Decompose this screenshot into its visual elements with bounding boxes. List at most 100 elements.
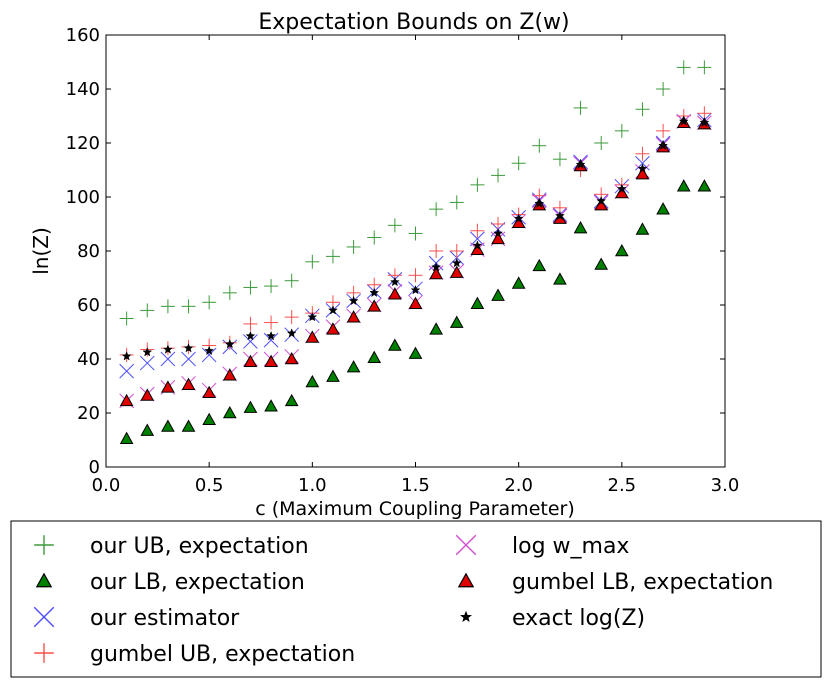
y-tick-label-8: 160 (66, 25, 100, 46)
point-s5-15 (429, 266, 443, 280)
point-s6-10 (328, 305, 338, 315)
point-s3-8 (284, 310, 299, 325)
point-s1-23 (594, 257, 609, 270)
x-tick-label-4: 2.0 (504, 475, 533, 496)
point-s0-28 (697, 60, 712, 75)
legend-item-0: our UB, expectation (34, 534, 309, 559)
point-s1-25 (635, 222, 650, 235)
point-s5-14 (408, 296, 423, 309)
legend-item-5: gumbel LB, expectation (457, 570, 773, 595)
point-s5-6 (243, 354, 258, 367)
point-s6-26 (658, 140, 669, 150)
point-s5-25 (635, 167, 650, 180)
point-s5-17 (470, 242, 485, 255)
legend-label-4: log w_max (512, 534, 629, 559)
point-s3-25 (635, 146, 650, 161)
y-tick-label-7: 140 (66, 79, 100, 100)
point-s2-7 (263, 332, 279, 348)
legend-marker-0 (34, 535, 54, 555)
point-s0-25 (635, 102, 650, 117)
point-s6-18 (493, 228, 503, 238)
point-s6-9 (307, 311, 318, 322)
point-s0-3 (181, 299, 196, 314)
y-tick-label-1: 20 (77, 403, 100, 424)
point-s5-3 (181, 377, 196, 390)
point-s1-11 (346, 360, 361, 373)
point-s1-14 (408, 346, 423, 359)
point-s1-28 (697, 179, 712, 192)
point-s5-13 (388, 287, 402, 300)
legend-marker-5 (457, 572, 475, 588)
point-s6-2 (162, 344, 173, 354)
point-s0-1 (140, 303, 155, 318)
point-s6-3 (183, 342, 194, 353)
y-tick-label-0: 0 (89, 457, 100, 478)
point-s5-24 (614, 185, 629, 199)
x-tick-label-1: 0.5 (195, 475, 224, 496)
point-s6-21 (554, 210, 565, 221)
legend-item-6: exact log(Z) (460, 606, 645, 631)
legend-marker-6 (460, 610, 472, 623)
point-s0-27 (676, 60, 691, 75)
point-s6-14 (410, 284, 421, 295)
point-s6-27 (678, 116, 689, 126)
x-tick-label-3: 1.5 (401, 475, 430, 496)
point-s0-7 (264, 279, 279, 294)
legend-item-1: our LB, expectation (35, 570, 305, 595)
point-s6-12 (369, 287, 380, 298)
point-s0-17 (470, 177, 485, 192)
series-0 (119, 60, 712, 326)
point-s0-15 (429, 202, 444, 217)
legend-label-3: gumbel UB, expectation (90, 642, 355, 667)
point-s5-18 (491, 231, 505, 245)
point-s1-13 (388, 338, 402, 351)
point-s2-2 (160, 351, 176, 367)
point-s1-27 (676, 179, 691, 192)
point-s5-0 (119, 393, 134, 407)
data-marks (119, 60, 712, 444)
legend-item-2: our estimator (33, 606, 240, 631)
legend-marker-3 (34, 643, 54, 663)
point-s6-19 (513, 213, 524, 223)
y-tick-label-2: 40 (77, 349, 100, 370)
series-6 (121, 116, 710, 361)
point-s6-0 (121, 351, 132, 361)
point-s6-17 (472, 240, 483, 250)
point-s5-5 (222, 368, 237, 381)
point-s6-25 (637, 163, 648, 173)
point-s1-18 (491, 288, 505, 301)
y-axis-label: ln(Z) (29, 227, 53, 275)
point-s0-20 (532, 138, 547, 153)
series-1 (119, 179, 712, 444)
legend: our UB, expectation our LB, expectation ou… (33, 534, 773, 667)
legend-marker-1 (35, 572, 53, 588)
series-5 (119, 115, 712, 407)
point-s0-6 (243, 280, 258, 295)
point-s1-10 (326, 369, 340, 382)
point-s0-4 (202, 295, 217, 310)
point-s3-15 (429, 244, 444, 258)
point-s5-9 (305, 330, 320, 343)
legend-label-1: our LB, expectation (90, 570, 305, 595)
point-s0-9 (305, 254, 320, 269)
x-tick-label-2: 1.0 (298, 475, 327, 496)
point-s3-6 (243, 316, 258, 331)
point-s1-24 (614, 243, 629, 257)
point-s1-5 (222, 405, 237, 419)
point-s5-19 (511, 215, 526, 228)
point-s0-14 (408, 226, 423, 241)
point-s0-11 (346, 239, 361, 254)
point-s0-23 (594, 136, 609, 150)
point-s0-10 (325, 249, 340, 264)
point-s1-6 (243, 400, 258, 413)
point-s5-4 (202, 385, 217, 399)
point-s2-6 (243, 334, 258, 349)
legend-marker-4 (455, 534, 477, 556)
point-s3-26 (656, 123, 671, 138)
point-s1-16 (449, 315, 464, 328)
point-s0-16 (449, 195, 464, 210)
point-s1-2 (161, 419, 175, 432)
point-s3-17 (470, 223, 485, 238)
point-s1-22 (573, 221, 588, 234)
